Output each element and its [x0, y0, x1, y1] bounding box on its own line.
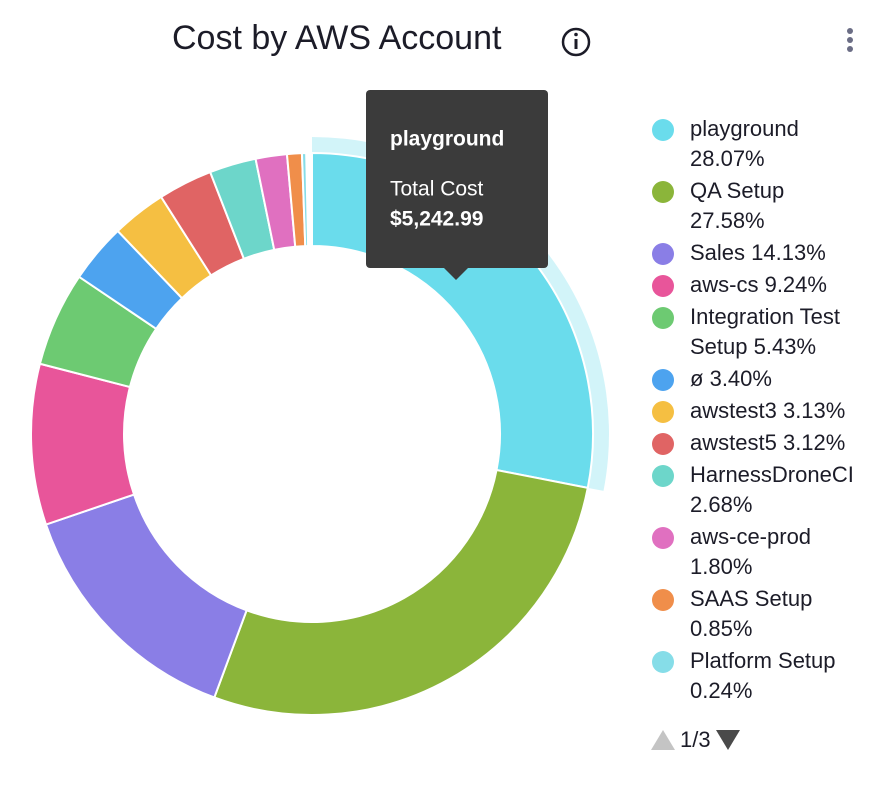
donut-slice[interactable] — [300, 152, 310, 248]
legend-label: Sales — [690, 240, 746, 265]
legend-value: 3.13% — [782, 398, 846, 423]
legend-value: 1.80% — [690, 554, 753, 579]
legend-value: 2.68% — [690, 492, 753, 517]
page-indicator: 1/3 — [680, 727, 711, 752]
legend-label: aws-cs — [690, 272, 759, 297]
legend-swatch — [652, 181, 674, 203]
legend-swatch — [652, 465, 674, 487]
donut-slice[interactable] — [213, 468, 589, 716]
legend-swatch — [652, 119, 674, 141]
legend-label: awstest5 — [690, 430, 777, 455]
legend-swatch — [652, 369, 674, 391]
donut-slice[interactable] — [30, 362, 136, 526]
legend-value: 0.85% — [690, 616, 753, 641]
info-icon[interactable] — [561, 27, 591, 57]
legend-item[interactable]: aws-cs 9.24% — [648, 270, 862, 300]
legend-value: 5.43% — [753, 334, 817, 359]
legend-swatch — [652, 651, 674, 673]
legend-item[interactable]: QA Setup 27.58% — [648, 176, 862, 236]
legend-pager: 1/3 — [650, 727, 741, 753]
chart-title: Cost by AWS Account — [172, 19, 502, 57]
tooltip-label: Total Cost — [390, 178, 484, 201]
donut — [30, 137, 609, 716]
legend-value: 3.12% — [782, 430, 846, 455]
legend-swatch — [652, 433, 674, 455]
legend-value: 0.24% — [690, 678, 753, 703]
legend-value: 28.07% — [690, 146, 765, 171]
legend-label: Platform Setup — [690, 648, 836, 673]
legend-label: Integration Test Setup — [690, 304, 841, 359]
legend-swatch — [652, 275, 674, 297]
tooltip-value: $5,242.99 — [390, 208, 483, 231]
legend-value: 27.58% — [690, 208, 765, 233]
page-up[interactable] — [650, 729, 676, 751]
legend-label: SAAS Setup — [690, 586, 813, 611]
legend-label: ø — [690, 366, 704, 391]
legend-label: QA Setup — [690, 178, 785, 203]
tooltip-title: playground — [390, 128, 504, 151]
legend-swatch — [652, 589, 674, 611]
legend-swatch — [652, 401, 674, 423]
legend-label: aws-ce-prod — [690, 524, 812, 549]
legend-value: 3.40% — [709, 366, 772, 391]
page-down[interactable] — [715, 729, 741, 751]
legend-item[interactable]: SAAS Setup 0.85% — [648, 584, 862, 644]
menu-button[interactable] — [847, 28, 853, 52]
legend-item[interactable]: aws-ce-prod 1.80% — [648, 522, 862, 582]
legend-label: awstest3 — [690, 398, 777, 423]
donut-slice[interactable] — [44, 493, 248, 699]
legend-swatch — [652, 527, 674, 549]
legend-item[interactable]: Sales 14.13% — [648, 238, 862, 268]
legend-label: HarnessDroneCI — [690, 462, 854, 487]
legend-item[interactable]: Platform Setup 0.24% — [648, 646, 862, 706]
legend-swatch — [652, 243, 674, 265]
legend-item[interactable]: playground 28.07% — [648, 114, 862, 174]
legend-value: 14.13% — [751, 240, 826, 265]
legend-value: 9.24% — [764, 272, 827, 297]
legend: playground 28.07% QA Setup 27.58% Sales 14… — [648, 114, 880, 710]
legend-label: playground — [690, 116, 799, 141]
legend-swatch — [652, 307, 674, 329]
tooltip: playground Total Cost $5,242.99 — [366, 90, 548, 280]
legend-item[interactable]: awstest3 3.13% — [648, 396, 862, 426]
legend-item[interactable]: ø 3.40% — [648, 364, 862, 394]
legend-item[interactable]: awstest5 3.12% — [648, 428, 862, 458]
legend-item[interactable]: HarnessDroneCI 2.68% — [648, 460, 862, 520]
legend-item[interactable]: Integration Test Setup 5.43% — [648, 302, 862, 362]
